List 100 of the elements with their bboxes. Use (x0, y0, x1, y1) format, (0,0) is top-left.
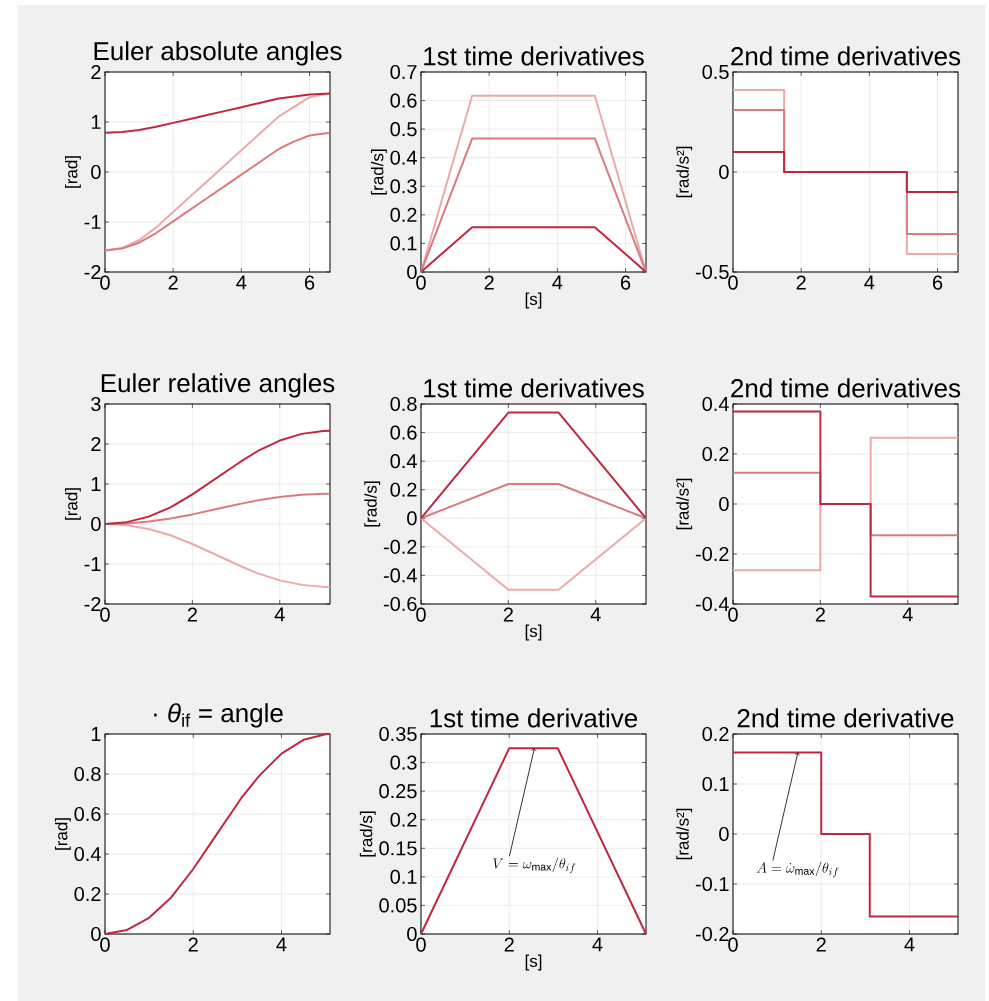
y-tick-label: 3 (91, 396, 101, 412)
x-axis-title: [s] (525, 292, 542, 309)
y-tick-label: 0 (407, 264, 417, 280)
y-tick-label: -2 (84, 597, 101, 611)
y-axis-title: [rad/s²] (676, 478, 693, 530)
y-tick-label: 0.25 (379, 784, 417, 799)
y-tick-label: -1 (84, 215, 101, 229)
chart-title: 1st time derivative (430, 708, 638, 728)
x-tick-label: 4 (902, 607, 913, 622)
line-series (104, 92, 331, 134)
chart-title: 2nd time derivatives (731, 378, 961, 398)
y-tick-label: 2 (91, 437, 101, 451)
x-axis-title: [s] (525, 954, 542, 971)
x-tick-label: 2 (816, 937, 826, 952)
chart-title: Euler absolute angles (94, 41, 342, 66)
y-tick-label: 0.6 (390, 93, 417, 108)
y-tick-label: 0 (91, 516, 101, 532)
y-tick-label: 2 (91, 65, 101, 79)
x-tick-label: 2 (188, 937, 198, 952)
chart-title: Euler relative angles (101, 373, 335, 398)
y-axis-title: [rad/s] (370, 149, 387, 195)
y-tick-label: -1 (84, 557, 101, 571)
y-tick-label: 0.5 (702, 64, 729, 80)
y-axis-title: [rad] (64, 156, 81, 188)
chart-title: 2nd time derivative (737, 708, 954, 728)
y-tick-label: 0.2 (702, 726, 729, 742)
y-tick-label: 0.2 (390, 482, 417, 497)
y-tick-label: 0.6 (74, 806, 101, 822)
x-tick-label: 2 (168, 275, 178, 290)
y-tick-label: 0.4 (74, 846, 101, 862)
y-tick-label: 0 (91, 164, 101, 180)
annotation: $A = \dot{\omega}_{\max}/\theta_{if}$ (756, 861, 839, 878)
chart-title: 1st time derivatives (424, 378, 644, 398)
y-tick-label: 0.35 (379, 726, 417, 742)
y-axis-title: [rad/s²] (676, 808, 693, 860)
y-axis-title: [rad/s] (359, 811, 376, 857)
y-tick-label: 1 (91, 115, 101, 129)
y-tick-label: -0.1 (695, 876, 729, 892)
annotation: $V = \omega_{\max}/\theta_{if}$ (493, 857, 576, 874)
x-tick-label: 4 (590, 607, 601, 622)
chart-title: · θ$_{if}$ = angle (154, 703, 283, 728)
y-axis-title: [rad] (64, 488, 81, 520)
x-tick-label: 2 (504, 937, 514, 952)
y-tick-label: 0 (719, 496, 729, 512)
y-tick-label: 0.1 (390, 869, 417, 884)
x-tick-label: 4 (592, 937, 603, 952)
x-tick-label: 4 (276, 937, 287, 952)
line-series (104, 131, 331, 252)
y-tick-label: 0.2 (702, 446, 729, 462)
x-tick-label: 4 (552, 275, 563, 290)
y-tick-label: -0.5 (695, 264, 729, 280)
x-tick-label: 6 (933, 275, 943, 290)
y-tick-label: -0.4 (695, 596, 729, 612)
x-tick-label: 2 (503, 607, 513, 622)
x-tick-label: 2 (815, 607, 825, 622)
y-tick-label: -2 (84, 265, 101, 279)
y-tick-label: 0.2 (74, 886, 101, 902)
y-tick-label: 0.4 (390, 454, 417, 469)
y-tick-label: 0 (407, 511, 417, 526)
y-tick-label: 0.3 (390, 179, 417, 194)
y-tick-label: 1 (91, 477, 101, 491)
chart-title: 2nd time derivatives (731, 46, 961, 66)
x-tick-label: 4 (236, 275, 247, 290)
y-tick-label: 0.8 (390, 396, 417, 412)
line-series (104, 733, 331, 935)
y-axis-title: [rad/s] (364, 481, 381, 527)
y-tick-label: 0 (91, 926, 101, 942)
y-tick-label: 0.7 (390, 64, 417, 80)
chart-title: 1st time derivatives (424, 46, 644, 66)
x-tick-label: 2 (484, 275, 494, 290)
y-tick-label: -0.2 (695, 926, 729, 942)
x-tick-label: 4 (274, 607, 285, 622)
x-tick-label: 2 (796, 275, 806, 290)
line-series (104, 429, 331, 525)
y-tick-label: 0 (719, 164, 729, 180)
y-tick-label: 0.05 (379, 898, 417, 913)
y-tick-label: 0.5 (390, 122, 417, 137)
y-axis-title: [rad/s²] (676, 146, 693, 198)
y-axis-title: [rad] (54, 818, 71, 850)
y-tick-label: 1 (91, 727, 101, 741)
y-tick-label: 0 (407, 926, 417, 942)
y-tick-label: -0.2 (695, 546, 729, 562)
y-tick-label: 0.4 (390, 150, 417, 165)
y-tick-label: 0.2 (390, 207, 417, 222)
y-tick-label: 0.4 (702, 396, 729, 412)
y-tick-label: 0.1 (390, 236, 417, 251)
y-tick-label: -0.4 (383, 568, 417, 583)
y-tick-label: -0.6 (383, 596, 417, 612)
y-tick-label: 0 (719, 826, 729, 842)
x-axis-title: [s] (525, 624, 542, 641)
y-tick-label: 0.3 (390, 755, 417, 770)
x-tick-label: 2 (187, 607, 197, 622)
y-tick-label: 0.8 (74, 766, 101, 782)
y-tick-label: 0.6 (390, 425, 417, 440)
x-tick-label: 6 (305, 275, 315, 290)
x-tick-label: 4 (904, 937, 915, 952)
y-tick-label: 0.2 (390, 812, 417, 827)
x-tick-label: 4 (864, 275, 875, 290)
x-tick-label: 6 (621, 275, 631, 290)
y-tick-label: -0.2 (383, 539, 417, 554)
